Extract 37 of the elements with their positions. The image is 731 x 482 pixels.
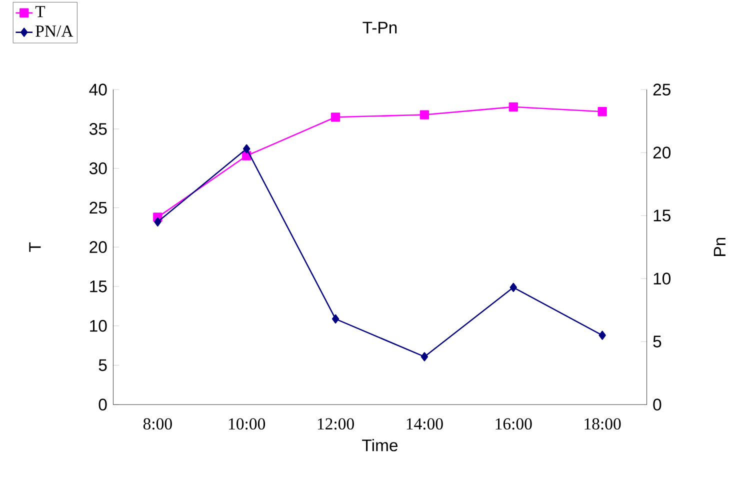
x-tick-label: 14:00 [406,418,443,430]
y-axis-title: T [29,242,41,252]
legend-label: T [35,6,46,17]
y2-tick-label: 15 [654,210,670,222]
point [420,110,430,120]
x-tick-label: 12:00 [318,418,354,430]
y-tick-label: 5 [98,359,107,371]
y2-tick-label: 0 [653,398,662,410]
y2-tick-label: 10 [654,272,671,284]
point [420,352,428,362]
y2-tick-label: 25 [653,83,670,96]
point [243,144,250,154]
point [154,217,162,226]
point [332,314,340,324]
y-tick-label: 0 [98,398,107,410]
x-tick-label: 18:00 [584,418,621,430]
y2-tick-label: 20 [653,146,671,158]
point [510,282,517,292]
chart-title: T-Pn [362,22,397,34]
x-tick-label: 8:00 [143,418,172,430]
x-axis-title: Time [362,438,398,452]
point [508,102,518,112]
point [598,330,606,340]
x-tick-label: 10:00 [229,418,266,430]
y-tick-label: 15 [90,280,107,292]
y-tick-label: 30 [89,162,107,174]
y-tick-label: 25 [90,202,107,214]
y-tick-label: 40 [89,83,107,96]
y-tick-label: 10 [90,320,107,332]
y-tick-label: 35 [89,122,107,135]
point [598,106,607,116]
y-tick-label: 20 [90,240,107,253]
legend-label: PN/A [36,25,74,37]
point [330,112,340,122]
x-tick-label: 16:00 [496,418,532,430]
y2-axis-title: Pn [714,238,726,256]
y2-tick-label: 5 [653,336,662,348]
